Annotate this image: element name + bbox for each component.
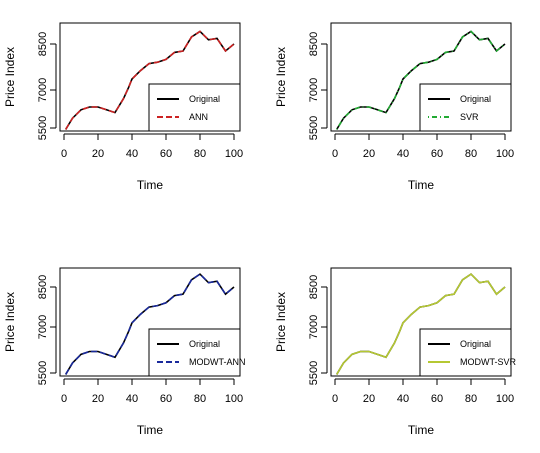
y-tick-label: 8500 [308,32,320,56]
y-tick-label: 8500 [37,275,49,299]
y-tick-label: 7000 [308,78,320,102]
legend-box [419,83,512,132]
legend-label: SVR [460,112,479,122]
y-axis-title: Price Index [274,47,288,107]
chart-panel-1: 0 20 40 60 80 100 5500 7000 8500 Time Price Index O… [3,22,243,192]
x-tick-label: 0 [61,393,67,405]
x-tick-label: 0 [332,393,338,405]
y-tick-label: 5500 [308,116,320,140]
x-tick-label: 80 [194,393,206,405]
legend-label: ANN [189,112,208,122]
x-tick-label: 20 [363,148,375,160]
legend-box [148,328,241,377]
y-axis-title: Price Index [3,292,17,352]
chart-panel-2: 0 20 40 60 80 100 5500 7000 8500 Time Price Index O… [274,22,514,192]
y-tick-label: 7000 [37,315,49,339]
legend: Original ANN [148,83,241,132]
y-tick-label: 8500 [308,275,320,299]
x-tick-label: 100 [496,148,514,160]
y-tick-label: 7000 [37,78,49,102]
legend-label: MODWT-SVR [460,357,516,367]
y-tick-label: 5500 [37,116,49,140]
y-axis-title: Price Index [274,292,288,352]
legend-box [419,328,512,377]
y-tick-label: 7000 [308,315,320,339]
legend-label: Original [460,339,491,349]
series-line-svr [336,30,506,130]
x-tick-label: 60 [160,393,172,405]
y-tick-label: 5500 [37,361,49,385]
x-tick-label: 40 [397,393,409,405]
x-tick-label: 40 [126,148,138,160]
legend-label: MODWT-ANN [189,357,246,367]
x-tick-label: 60 [160,148,172,160]
legend-label: Original [460,94,491,104]
legend-label: Original [189,94,220,104]
x-tick-label: 80 [465,393,477,405]
x-axis-title: Time [408,423,435,437]
x-tick-label: 40 [126,393,138,405]
y-tick-label: 5500 [308,361,320,385]
x-axis-title: Time [408,178,435,192]
x-tick-label: 100 [496,393,514,405]
x-tick-label: 80 [465,148,477,160]
chart-panel-3: 0 20 40 60 80 100 5500 7000 8500 Time Price Index O… [3,267,246,437]
x-axis-title: Time [137,423,164,437]
legend-label: Original [189,339,220,349]
x-tick-label: 40 [397,148,409,160]
legend-box [148,83,241,132]
x-axis-title: Time [137,178,164,192]
series-line-modwt-ann [65,273,235,375]
legend: Original SVR [419,83,512,132]
series-line-modwt-svr [336,273,506,375]
x-tick-label: 20 [92,393,104,405]
legend: Original MODWT-ANN [148,328,246,377]
chart-panel-4: 0 20 40 60 80 100 5500 7000 8500 Time Price Index O… [274,267,516,437]
x-tick-label: 0 [332,148,338,160]
x-tick-label: 20 [363,393,375,405]
y-axis-title: Price Index [3,47,17,107]
x-tick-label: 60 [431,393,443,405]
series-line-ann [65,30,235,130]
x-tick-label: 20 [92,148,104,160]
x-tick-label: 60 [431,148,443,160]
x-tick-label: 80 [194,148,206,160]
legend: Original MODWT-SVR [419,328,516,377]
y-tick-label: 8500 [37,32,49,56]
x-tick-label: 0 [61,148,67,160]
x-tick-label: 100 [225,148,243,160]
x-tick-label: 100 [225,393,243,405]
